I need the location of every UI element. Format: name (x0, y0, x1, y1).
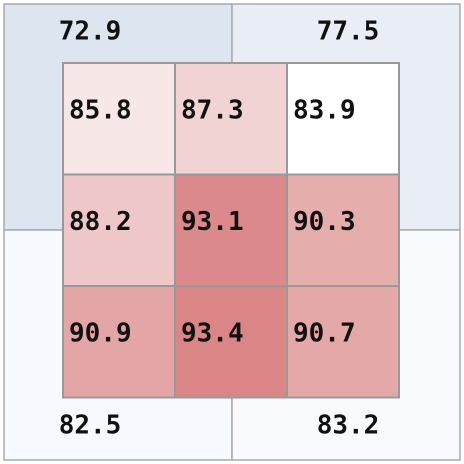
inner-value: 85.8 (69, 96, 132, 126)
inner-value: 90.3 (293, 207, 356, 237)
inner-value: 93.1 (181, 207, 244, 237)
inner-cell (174, 62, 288, 176)
inner-value: 83.9 (293, 96, 356, 126)
inner-cell (174, 285, 288, 399)
outer-value: 77.5 (317, 17, 380, 47)
inner-value: 90.9 (69, 319, 132, 349)
outer-value: 72.9 (59, 17, 122, 47)
inner-value: 90.7 (293, 319, 356, 349)
inner-value: 93.4 (181, 319, 244, 349)
inner-cell (286, 285, 400, 399)
outer-value: 83.2 (317, 411, 380, 441)
inner-cell (62, 173, 176, 287)
outer-value: 82.5 (59, 411, 122, 441)
inner-value: 88.2 (69, 207, 132, 237)
inner-cell (286, 173, 400, 287)
inner-value: 87.3 (181, 96, 244, 126)
